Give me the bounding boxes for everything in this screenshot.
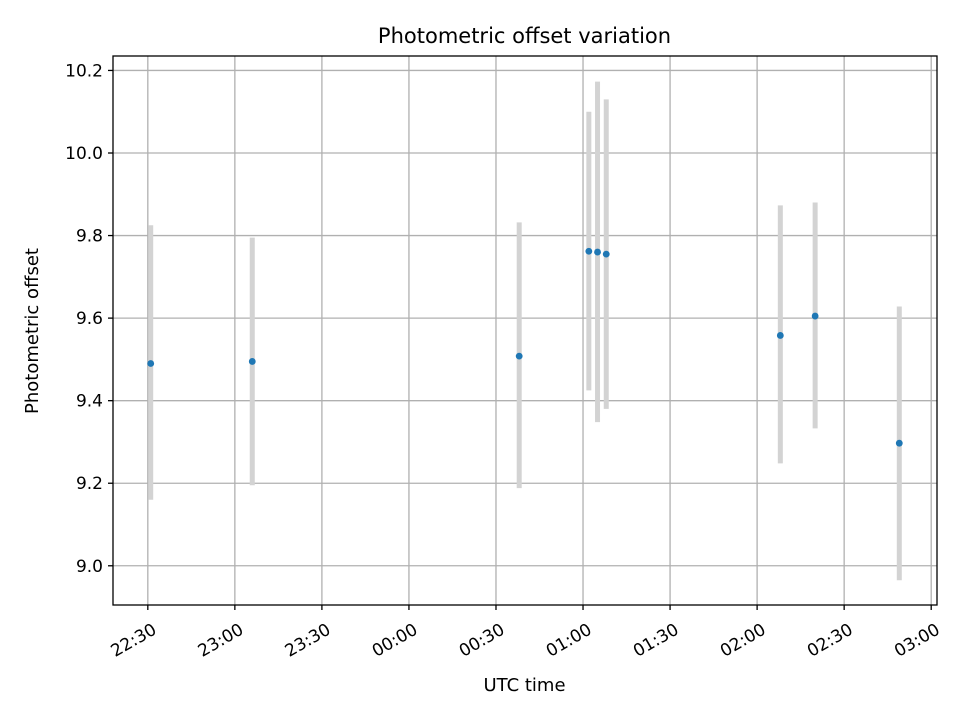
y-tick-label: 9.0	[76, 557, 103, 577]
data-point	[515, 352, 523, 360]
data-point	[776, 332, 784, 339]
data-point	[585, 247, 593, 255]
data-point	[594, 248, 601, 256]
y-tick-label: 9.2	[76, 474, 103, 494]
data-point	[811, 312, 819, 320]
x-axis-title: UTC time	[483, 675, 565, 696]
y-tick-label: 9.4	[76, 392, 103, 412]
y-tick-label: 9.6	[76, 309, 103, 329]
y-tick-label: 10.2	[65, 61, 103, 81]
y-axis-title: Photometric offset	[22, 248, 43, 414]
plot-area-frame	[112, 55, 938, 606]
y-tick-label: 9.8	[76, 227, 103, 247]
y-tick-label: 10.0	[65, 144, 103, 164]
data-point	[895, 439, 903, 447]
data-point	[248, 358, 256, 365]
data-points	[147, 247, 903, 447]
grid	[113, 56, 937, 605]
chart-title: Photometric offset variation	[378, 24, 671, 48]
y-axis: 9.0 9.2 9.4 9.6 9.8 10.0 10.2	[65, 61, 113, 577]
data-point	[602, 250, 610, 258]
data-point	[147, 360, 155, 367]
